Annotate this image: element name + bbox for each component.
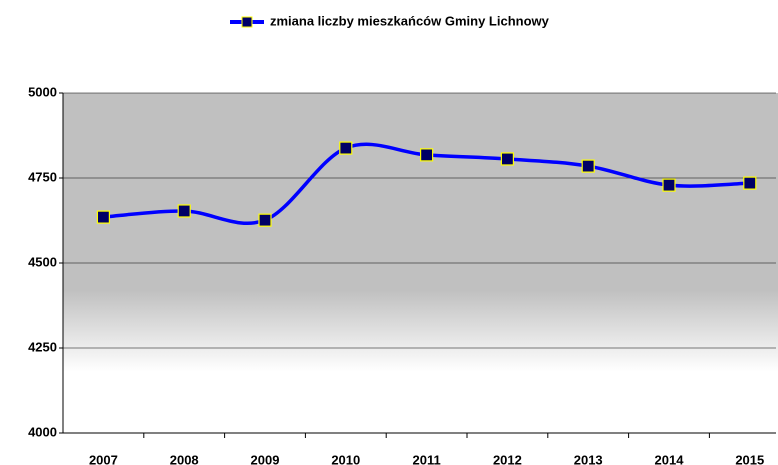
marker [420, 148, 434, 162]
x-tick-label: 2007 [89, 452, 118, 465]
y-tick-label: 4750 [28, 169, 57, 184]
marker [581, 159, 595, 173]
x-tick-label: 2012 [493, 452, 522, 465]
x-tick-label: 2009 [251, 452, 280, 465]
y-tick-label: 4500 [28, 254, 57, 269]
legend: zmiana liczby mieszkańców Gminy Lichnowy [230, 13, 550, 28]
marker [500, 152, 514, 166]
marker [258, 213, 272, 227]
legend-marker [241, 16, 253, 28]
marker [96, 210, 111, 224]
x-tick-label: 2013 [574, 452, 603, 465]
y-tick-label: 5000 [28, 84, 57, 99]
marker [743, 176, 757, 190]
y-tick-label: 4000 [28, 424, 57, 439]
x-tick-label: 2011 [412, 452, 440, 465]
marker [662, 178, 676, 192]
legend-label: zmiana liczby mieszkańców Gminy Lichnowy [270, 13, 550, 28]
x-tick-label: 2014 [655, 452, 685, 465]
marker [177, 204, 191, 218]
y-tick-label: 4250 [28, 339, 57, 354]
x-tick-label: 2010 [331, 452, 360, 465]
x-tick-label: 2015 [735, 452, 764, 465]
x-tick-label: 2008 [170, 452, 199, 465]
marker [339, 141, 353, 155]
